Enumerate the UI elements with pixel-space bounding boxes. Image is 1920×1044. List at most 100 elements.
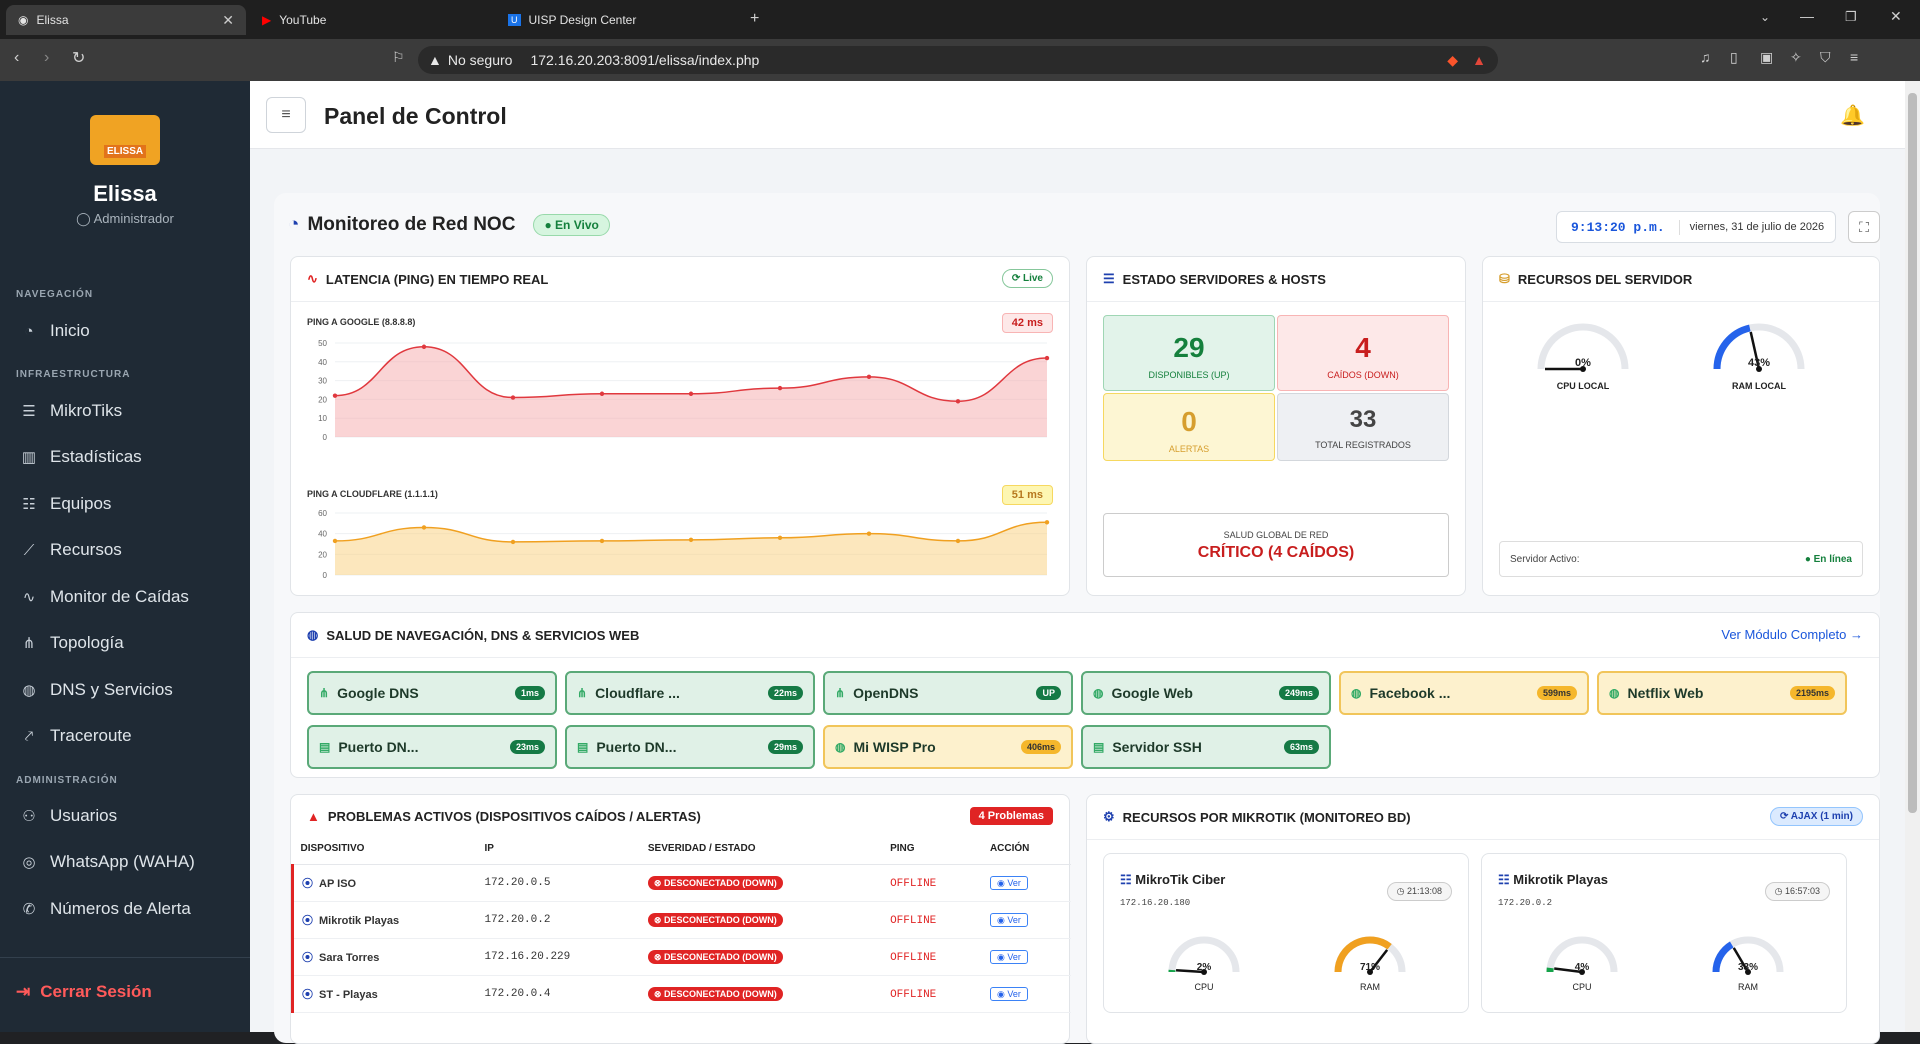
address-bar[interactable]: ▲ No seguro 172.16.20.203:8091/elissa/in… [418, 46, 1498, 74]
ping-cell: OFFLINE [882, 976, 982, 1013]
service-card[interactable]: ▤Puerto DN...29ms [565, 725, 815, 769]
scrollbar[interactable] [1905, 81, 1920, 1032]
mikrotik-title: ⚙RECURSOS POR MIKROTIK (MONITOREO BD) [1103, 809, 1411, 825]
service-card[interactable]: ◍Facebook ...599ms [1339, 671, 1589, 715]
service-latency: UP [1036, 686, 1061, 700]
service-icon: ◍ [1093, 686, 1103, 700]
view-button[interactable]: ◉ Ver [990, 950, 1028, 964]
menu-toggle-button[interactable]: ≡ [266, 97, 306, 133]
service-latency: 63ms [1284, 740, 1319, 754]
severity-cell: ⊗ DESCONECTADO (DOWN) [640, 902, 882, 939]
sidebar-item-inicio[interactable]: ◔Inicio [20, 321, 90, 341]
view-module-link[interactable]: Ver Módulo Completo → [1721, 627, 1863, 642]
brave-shield-icon[interactable]: ◆ [1447, 52, 1458, 69]
noc-title: ◔Monitoreo de Red NOC● En Vivo [288, 214, 610, 236]
ram-label: RAM [1330, 982, 1410, 992]
clock-date: viernes, 31 de julio de 2026 [1680, 221, 1825, 233]
cloudflare-ping-value: 51 ms [1002, 485, 1053, 505]
sidebar-item-equipos[interactable]: ☷Equipos [20, 494, 111, 514]
cpu-label: CPU [1164, 982, 1244, 992]
forward-icon[interactable]: › [44, 49, 49, 67]
bell-icon[interactable]: 🔔 [1840, 103, 1865, 128]
sidebar-item-topologia[interactable]: ⋔Topología [20, 633, 124, 653]
tab-search-icon[interactable]: ⌄ [1760, 10, 1770, 24]
wallet-icon[interactable]: ▣ [1760, 49, 1773, 66]
y-tick-label: 50 [318, 339, 327, 348]
rewards-icon[interactable]: ▲ [1472, 52, 1486, 68]
mikrotik-cpu-value: 4% [1542, 962, 1622, 973]
sidebar-item-recursos[interactable]: ⟋Recursos [20, 540, 122, 560]
back-icon[interactable]: ‹ [14, 49, 19, 67]
service-card[interactable]: ⋔Cloudflare ...22ms [565, 671, 815, 715]
tab-elissa[interactable]: ◉Elissa✕ [6, 5, 246, 35]
action-cell: ◉ Ver [982, 865, 1071, 902]
device-icon: ⦿ [302, 915, 313, 927]
new-tab-icon[interactable]: + [750, 10, 759, 28]
view-button[interactable]: ◉ Ver [990, 987, 1028, 1001]
tab-youtube[interactable]: ▶YouTube [250, 5, 490, 35]
route-icon: ⤤ [20, 728, 38, 745]
view-button[interactable]: ◉ Ver [990, 876, 1028, 890]
data-point [956, 399, 960, 403]
sidebar-item-whatsapp[interactable]: ◎WhatsApp (WAHA) [20, 852, 195, 872]
service-latency: 1ms [515, 686, 545, 700]
sidebar-item-dns[interactable]: ◍DNS y Servicios [20, 680, 173, 700]
ram-label: RAM [1708, 982, 1788, 992]
sidebar-item-monitor[interactable]: ∿Monitor de Caídas [20, 587, 189, 607]
y-tick-label: 60 [318, 509, 327, 518]
close-window-icon[interactable]: ✕ [1890, 8, 1902, 25]
menu-icon[interactable]: ≡ [1850, 49, 1858, 65]
ping-status: OFFLINE [890, 989, 936, 1001]
media-icon[interactable]: ♫ [1700, 49, 1711, 65]
bookmark-icon[interactable]: ⚐ [392, 49, 405, 66]
sidebar-item-usuarios[interactable]: ⚇Usuarios [20, 806, 117, 826]
data-point [600, 539, 604, 543]
cog-icon: ⚙ [1103, 809, 1115, 825]
warning-icon: ▲ [428, 52, 442, 68]
logout-button[interactable]: ⇥Cerrar Sesión [16, 982, 152, 1002]
scrollbar-thumb[interactable] [1908, 93, 1917, 813]
sidebar-divider [0, 957, 250, 958]
restore-icon[interactable]: ❐ [1845, 9, 1857, 25]
service-latency: 599ms [1537, 686, 1577, 700]
url-text: 172.16.20.203:8091/elissa/index.php [530, 52, 759, 68]
severity-badge: ⊗ DESCONECTADO (DOWN) [648, 987, 783, 1001]
data-point [333, 393, 337, 397]
reload-icon[interactable]: ↻ [72, 48, 85, 68]
network-icon: ☰ [20, 402, 38, 420]
fullscreen-button[interactable]: ⛶ [1848, 211, 1880, 243]
service-name: Servidor SSH [1112, 739, 1201, 755]
close-tab-icon[interactable]: ✕ [222, 12, 234, 29]
severity-badge: ⊗ DESCONECTADO (DOWN) [648, 876, 783, 890]
data-point [1045, 356, 1049, 360]
eye-icon: ◉ [997, 915, 1005, 925]
device-icon: ⦿ [302, 989, 313, 1001]
leo-icon[interactable]: ✧ [1790, 49, 1802, 66]
data-point [778, 536, 782, 540]
sidebar-item-traceroute[interactable]: ⤤Traceroute [20, 726, 132, 746]
service-icon: ▤ [577, 740, 588, 754]
sidebar-item-numeros[interactable]: ✆Números de Alerta [20, 899, 191, 919]
y-tick-label: 0 [323, 571, 328, 580]
view-button[interactable]: ◉ Ver [990, 913, 1028, 927]
service-card[interactable]: ▤Puerto DN...23ms [307, 725, 557, 769]
minimize-icon[interactable]: — [1800, 8, 1814, 24]
y-tick-label: 10 [318, 414, 327, 423]
sidebar-item-estadisticas[interactable]: ▥Estadísticas [20, 447, 142, 467]
sidebar-icon[interactable]: ▯ [1730, 49, 1738, 66]
vpn-icon[interactable]: ⛉ [1820, 49, 1831, 66]
sidebar-item-mikrotiks[interactable]: ☰MikroTiks [20, 401, 122, 421]
